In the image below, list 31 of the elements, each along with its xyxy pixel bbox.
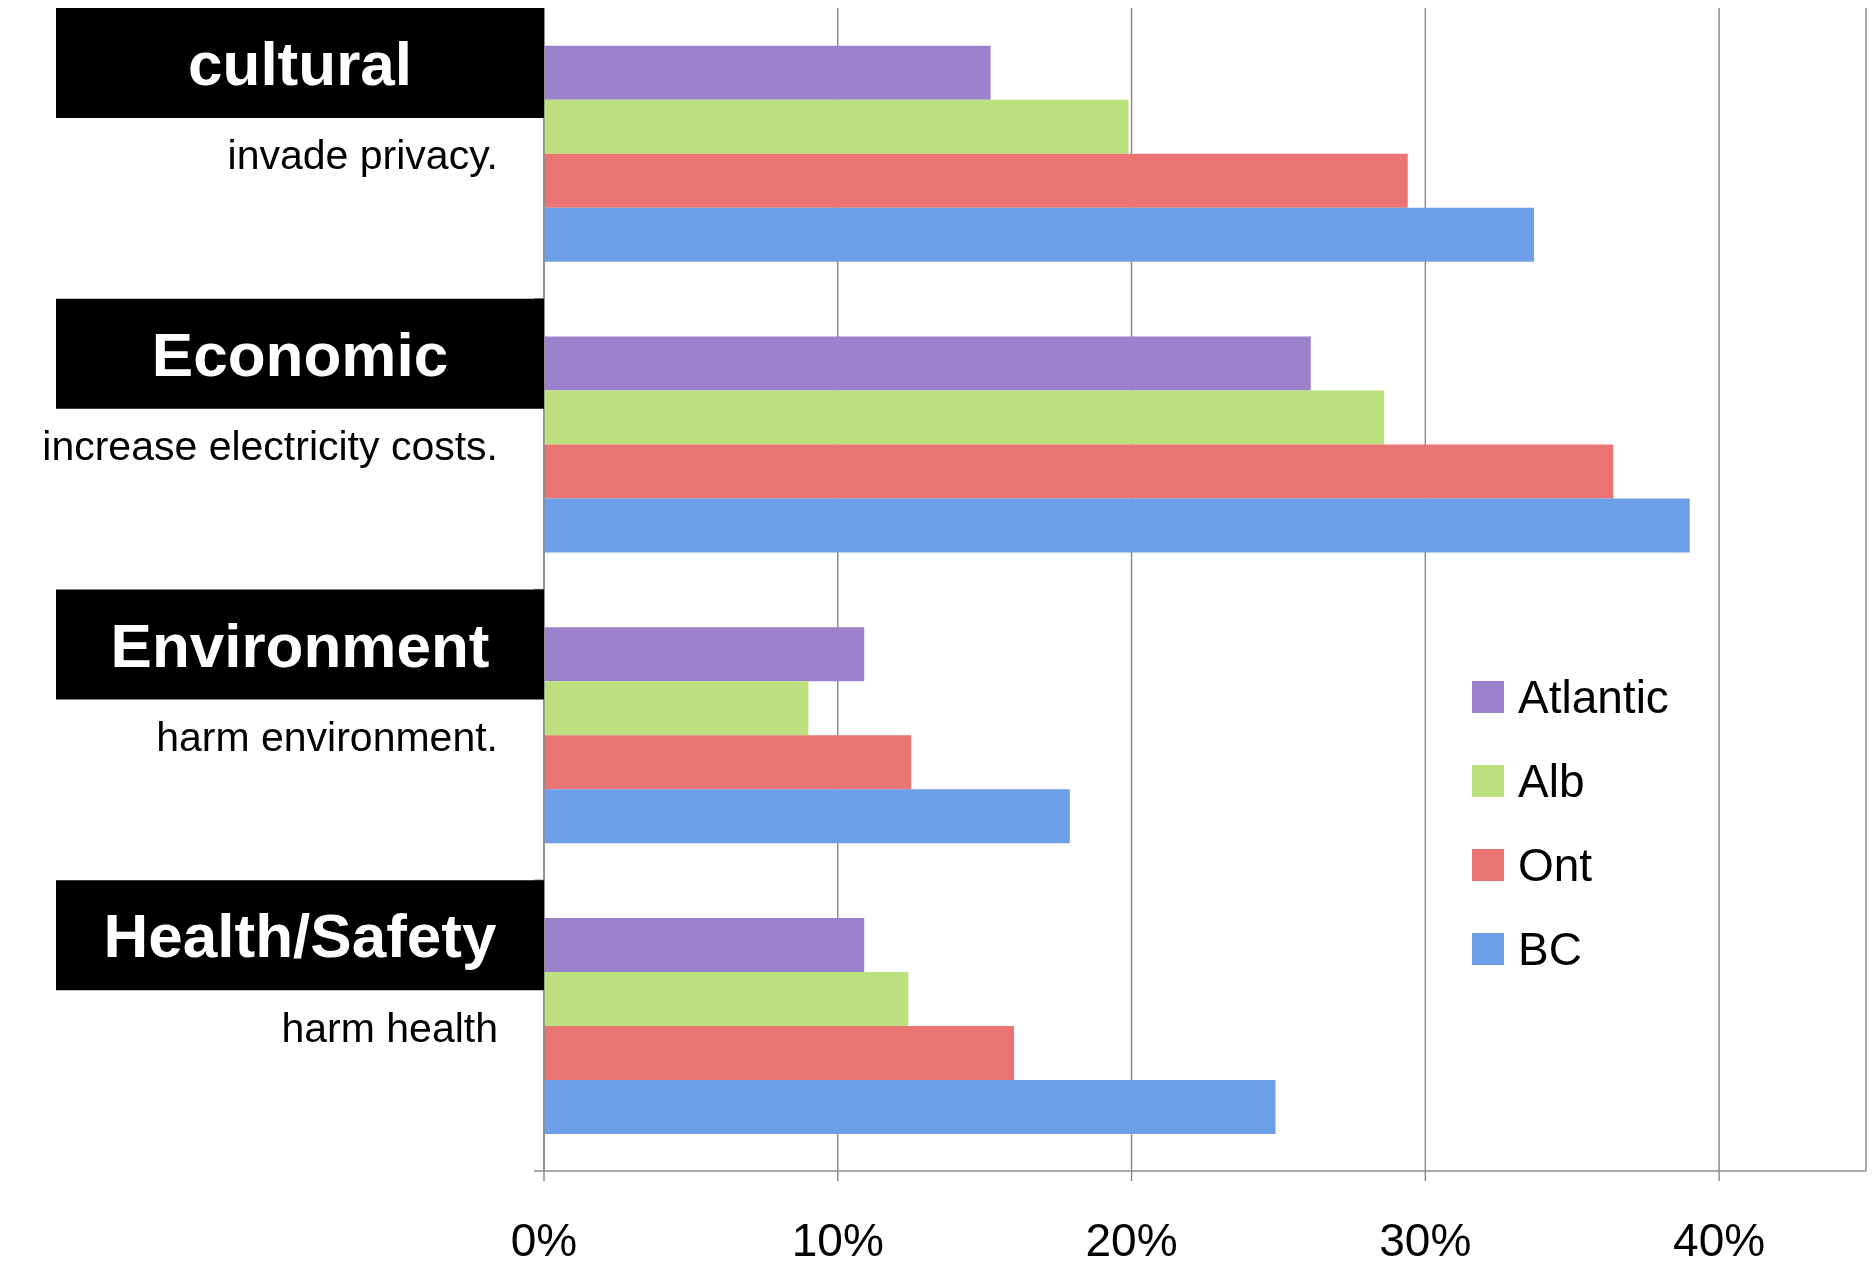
x-tick-label: 40% (1673, 1213, 1766, 1263)
x-tick-label: 30% (1379, 1213, 1472, 1263)
text: invade privacy. (227, 132, 498, 179)
bar (544, 498, 1690, 553)
bar (544, 627, 865, 682)
bar (544, 972, 909, 1027)
y-tick-label: Economic (151, 319, 449, 389)
bar (544, 789, 1070, 844)
legend-label: Atlantic (1518, 671, 1669, 723)
bar (544, 444, 1614, 499)
bar (544, 390, 1385, 445)
bar (544, 207, 1535, 262)
bar (544, 153, 1408, 208)
legend-label: Ont (1518, 839, 1593, 891)
legend-label: Alb (1518, 755, 1585, 807)
x-tick-label: 20% (1085, 1213, 1178, 1263)
legend-label: BC (1518, 923, 1582, 975)
y-tick-label: cultural (188, 28, 412, 98)
bar (544, 735, 912, 790)
bar (544, 681, 809, 736)
y-tick-label: Environment (110, 610, 490, 679)
bar (544, 1026, 1015, 1081)
bar (544, 99, 1129, 154)
y-tick-label: Health/Safety (103, 900, 497, 970)
bar (544, 1080, 1276, 1135)
text: harm environment. (156, 713, 498, 760)
text: harm health (281, 1004, 498, 1051)
bar (544, 918, 865, 973)
text: increase electricity costs. (42, 423, 498, 470)
x-tick-label: 0% (510, 1213, 578, 1263)
x-tick-label: 10% (791, 1213, 884, 1263)
